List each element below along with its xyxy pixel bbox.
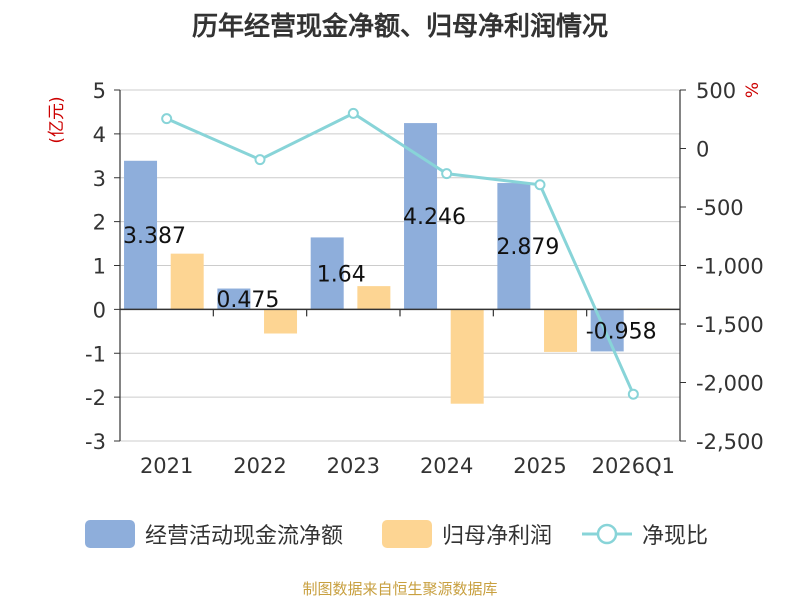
cashflow-data-label: 3.387 [123, 224, 186, 249]
source-note: 制图数据来自恒生聚源数据库 [302, 580, 498, 598]
x-axis-tick-label: 2025 [513, 454, 566, 478]
x-axis-tick-label: 2023 [327, 454, 380, 478]
left-axis-label: (亿元) [47, 96, 67, 143]
ratio-line [166, 111, 635, 395]
left-axis-tick-label: 0 [93, 298, 106, 322]
chart-title: 历年经营现金净额、归母净利润情况 [191, 12, 608, 42]
cashflow-bar [217, 288, 251, 310]
legend-label-cashflow: 经营活动现金流净额 [145, 524, 344, 549]
right-axis-tick-label: -2,500 [696, 430, 764, 454]
right-axis-tick-label: -2,000 [696, 372, 764, 396]
line-layer [161, 107, 639, 400]
axis-layer: 5 4 3 2 1 0 -1 -2 -3 500 0 -500 -1,000 -1,500 -2,000 -2… [47, 79, 764, 478]
legend-item-ratio[interactable]: 净现比 [582, 519, 708, 549]
cashflow-data-label: 1.64 [317, 262, 366, 287]
x-axis-tick-label: 2021 [140, 454, 193, 478]
netprofit-bar [450, 309, 484, 404]
bar-layer [124, 123, 671, 404]
cashflow-data-label: -0.958 [586, 319, 657, 344]
netprofit-bar [264, 309, 298, 334]
cashflow-bar [124, 160, 158, 310]
legend-label-netprofit: 归母净利润 [442, 524, 553, 549]
legend-swatch-ratio [582, 523, 632, 545]
ratio-point [161, 113, 173, 125]
ratio-point [534, 179, 546, 191]
cashflow-data-label: 0.475 [216, 288, 279, 313]
left-axis-tick-label: 5 [93, 79, 106, 103]
ratio-point [441, 168, 453, 180]
ratio-point [627, 388, 639, 400]
left-axis-tick-label: 1 [93, 255, 106, 279]
netprofit-bar [170, 253, 204, 310]
legend-item-cashflow[interactable]: 经营活动现金流净额 [85, 519, 343, 549]
x-axis-tick-label: 2022 [233, 454, 286, 478]
right-axis-tick-label: 500 [696, 79, 736, 103]
cashflow-bar [497, 183, 531, 310]
left-axis-tick-label: -3 [85, 430, 106, 454]
cashflow-bar [404, 123, 438, 310]
legend-label-ratio: 净现比 [642, 524, 709, 549]
left-axis-tick-label: 3 [93, 167, 106, 191]
cashflow-bar [590, 309, 624, 352]
right-axis-tick-label: -1,000 [696, 255, 764, 279]
ratio-point [347, 107, 359, 119]
ratio-point [254, 154, 266, 166]
legend-swatch-netprofit [382, 520, 432, 548]
cashflow-bar [310, 237, 344, 310]
cashflow-data-label: 4.246 [403, 205, 466, 230]
right-axis-tick-label: 0 [696, 138, 709, 162]
left-axis-tick-label: 4 [93, 123, 106, 147]
x-axis-tick-label: 2026Q1 [592, 454, 675, 478]
netprofit-bar [357, 286, 391, 310]
legend-item-netprofit[interactable]: 归母净利润 [382, 519, 552, 549]
left-axis-tick-label: 2 [93, 211, 106, 235]
left-axis-tick-label: -1 [85, 342, 106, 366]
label-layer: 3.387 0.475 1.64 4.246 2.879 -0.958 [123, 205, 657, 344]
netprofit-bar [544, 309, 578, 352]
x-axis-tick-label: 2024 [420, 454, 473, 478]
cashflow-data-label: 2.879 [496, 235, 559, 260]
left-axis-tick-label: -2 [85, 386, 106, 410]
legend-swatch-cashflow [85, 520, 135, 548]
right-axis-tick-label: -1,500 [696, 313, 764, 337]
right-axis-tick-label: -500 [696, 196, 744, 220]
right-axis-label: % [743, 82, 763, 98]
